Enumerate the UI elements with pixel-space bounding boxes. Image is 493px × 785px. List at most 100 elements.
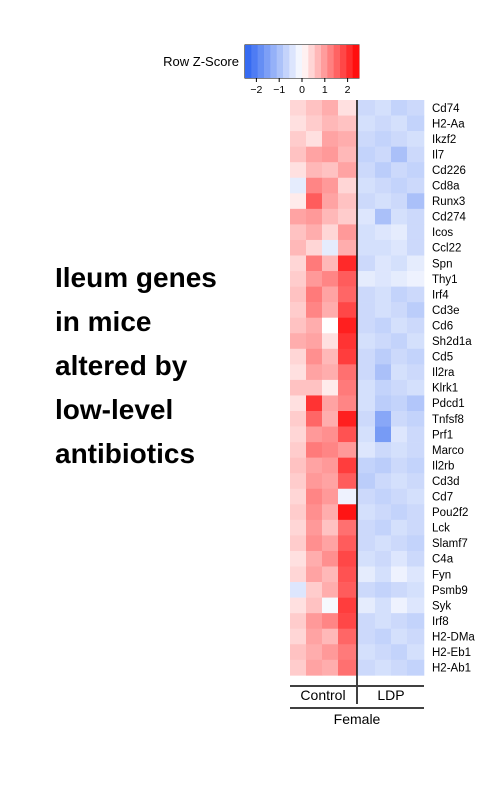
heatmap-cell (306, 100, 323, 116)
heatmap-cell (358, 411, 376, 427)
heatmap-cell (338, 488, 357, 505)
heatmap-cell (358, 348, 376, 365)
heatmap-cell (391, 100, 408, 116)
heatmap-cell (306, 177, 323, 194)
heatmap-cell (306, 395, 323, 412)
heatmap-cell (358, 504, 376, 521)
heatmap-cell (407, 255, 425, 272)
heatmap-cell (306, 659, 323, 676)
heatmap-cell (322, 286, 339, 303)
heatmap-cell (322, 100, 339, 116)
heatmap-cell (358, 146, 376, 163)
heatmap-cell (391, 566, 408, 583)
group-annotations: Control LDP Female (290, 685, 424, 727)
heatmap-cell (290, 162, 307, 179)
heatmap-cell (407, 208, 425, 225)
heatmap-cell (391, 411, 408, 427)
heatmap-cell (306, 348, 323, 365)
row-label: Sh2d1a (432, 336, 472, 348)
row-label: Lck (432, 523, 450, 535)
heatmap-cell (407, 302, 425, 318)
heatmap-cell (391, 115, 408, 132)
headline-line: antibiotics (55, 438, 196, 469)
heatmap-cell (306, 302, 323, 318)
heatmap-cell (306, 193, 323, 210)
row-label: H2-Eb1 (432, 647, 471, 659)
heatmap-cell (306, 411, 323, 427)
heatmap-cell (290, 628, 307, 645)
heatmap-cell (322, 255, 339, 272)
heatmap-cell (290, 302, 307, 318)
heatmap-cell (407, 131, 425, 147)
heatmap-cell (375, 504, 392, 521)
heatmap-cell (391, 146, 408, 163)
heatmap-cell (338, 146, 357, 163)
heatmap-cell (358, 286, 376, 303)
heatmap-cell (338, 193, 357, 210)
heatmap-cell (338, 504, 357, 521)
heatmap-cell (375, 628, 392, 645)
heatmap-cell (375, 395, 392, 412)
row-label: Icos (432, 227, 453, 239)
color-key-cell (308, 45, 316, 78)
heatmap-cell (358, 239, 376, 256)
heatmap-cell (358, 535, 376, 552)
heatmap-cell (407, 582, 425, 598)
heatmap-cell (391, 317, 408, 334)
heatmap-cell (407, 504, 425, 521)
row-label: H2-Aa (432, 118, 465, 130)
heatmap-cell (338, 473, 357, 490)
heatmap-cell (322, 115, 339, 132)
heatmap-cell (322, 177, 339, 194)
heatmap-cell (322, 582, 339, 598)
heatmap-cell (338, 208, 357, 225)
row-label: Ccl22 (432, 243, 461, 255)
heatmap-cell (375, 550, 392, 567)
heatmap-cell (375, 131, 392, 147)
heatmap-cell (358, 457, 376, 474)
heatmap-cell (306, 162, 323, 179)
heatmap-cell (375, 333, 392, 350)
heatmap-cell (407, 411, 425, 427)
heatmap-cell (391, 488, 408, 505)
heatmap-cell (338, 131, 357, 147)
heatmap-cell (407, 426, 425, 443)
heatmap-cell (358, 395, 376, 412)
heatmap-cell (391, 395, 408, 412)
row-label: Irf4 (432, 289, 449, 301)
heatmap-cell (306, 442, 323, 458)
heatmap-cell (306, 550, 323, 567)
row-label: Syk (432, 600, 451, 612)
heatmap-cell (338, 613, 357, 629)
heatmap-cell (290, 566, 307, 583)
heatmap-cell (358, 582, 376, 598)
heatmap-cell (391, 644, 408, 661)
heatmap-cell (290, 364, 307, 381)
heatmap-cell (338, 177, 357, 194)
heatmap-cell (407, 379, 425, 396)
heatmap-cell (375, 519, 392, 536)
heatmap-cell (290, 411, 307, 427)
row-label: Tnfsf8 (432, 414, 464, 426)
color-key-cell (352, 45, 360, 78)
heatmap-cell (338, 550, 357, 567)
heatmap-cell (306, 426, 323, 443)
heatmap-cell (375, 613, 392, 629)
heatmap-cell (375, 146, 392, 163)
heatmap-cell (375, 364, 392, 381)
heatmap-cell (322, 628, 339, 645)
heatmap-cell (322, 644, 339, 661)
row-label: Cd6 (432, 320, 453, 332)
heatmap-cell (338, 302, 357, 318)
heatmap-cell (407, 115, 425, 132)
headline-line: Ileum genes (55, 262, 217, 293)
heatmap-cell (322, 411, 339, 427)
heatmap-cell (306, 333, 323, 350)
heatmap-cell (338, 566, 357, 583)
heatmap-cell (375, 208, 392, 225)
heatmap-cell (358, 100, 376, 116)
heatmap-cell (375, 100, 392, 116)
heatmap-cell (407, 162, 425, 179)
heatmap-cell (306, 473, 323, 490)
heatmap-cell (358, 644, 376, 661)
